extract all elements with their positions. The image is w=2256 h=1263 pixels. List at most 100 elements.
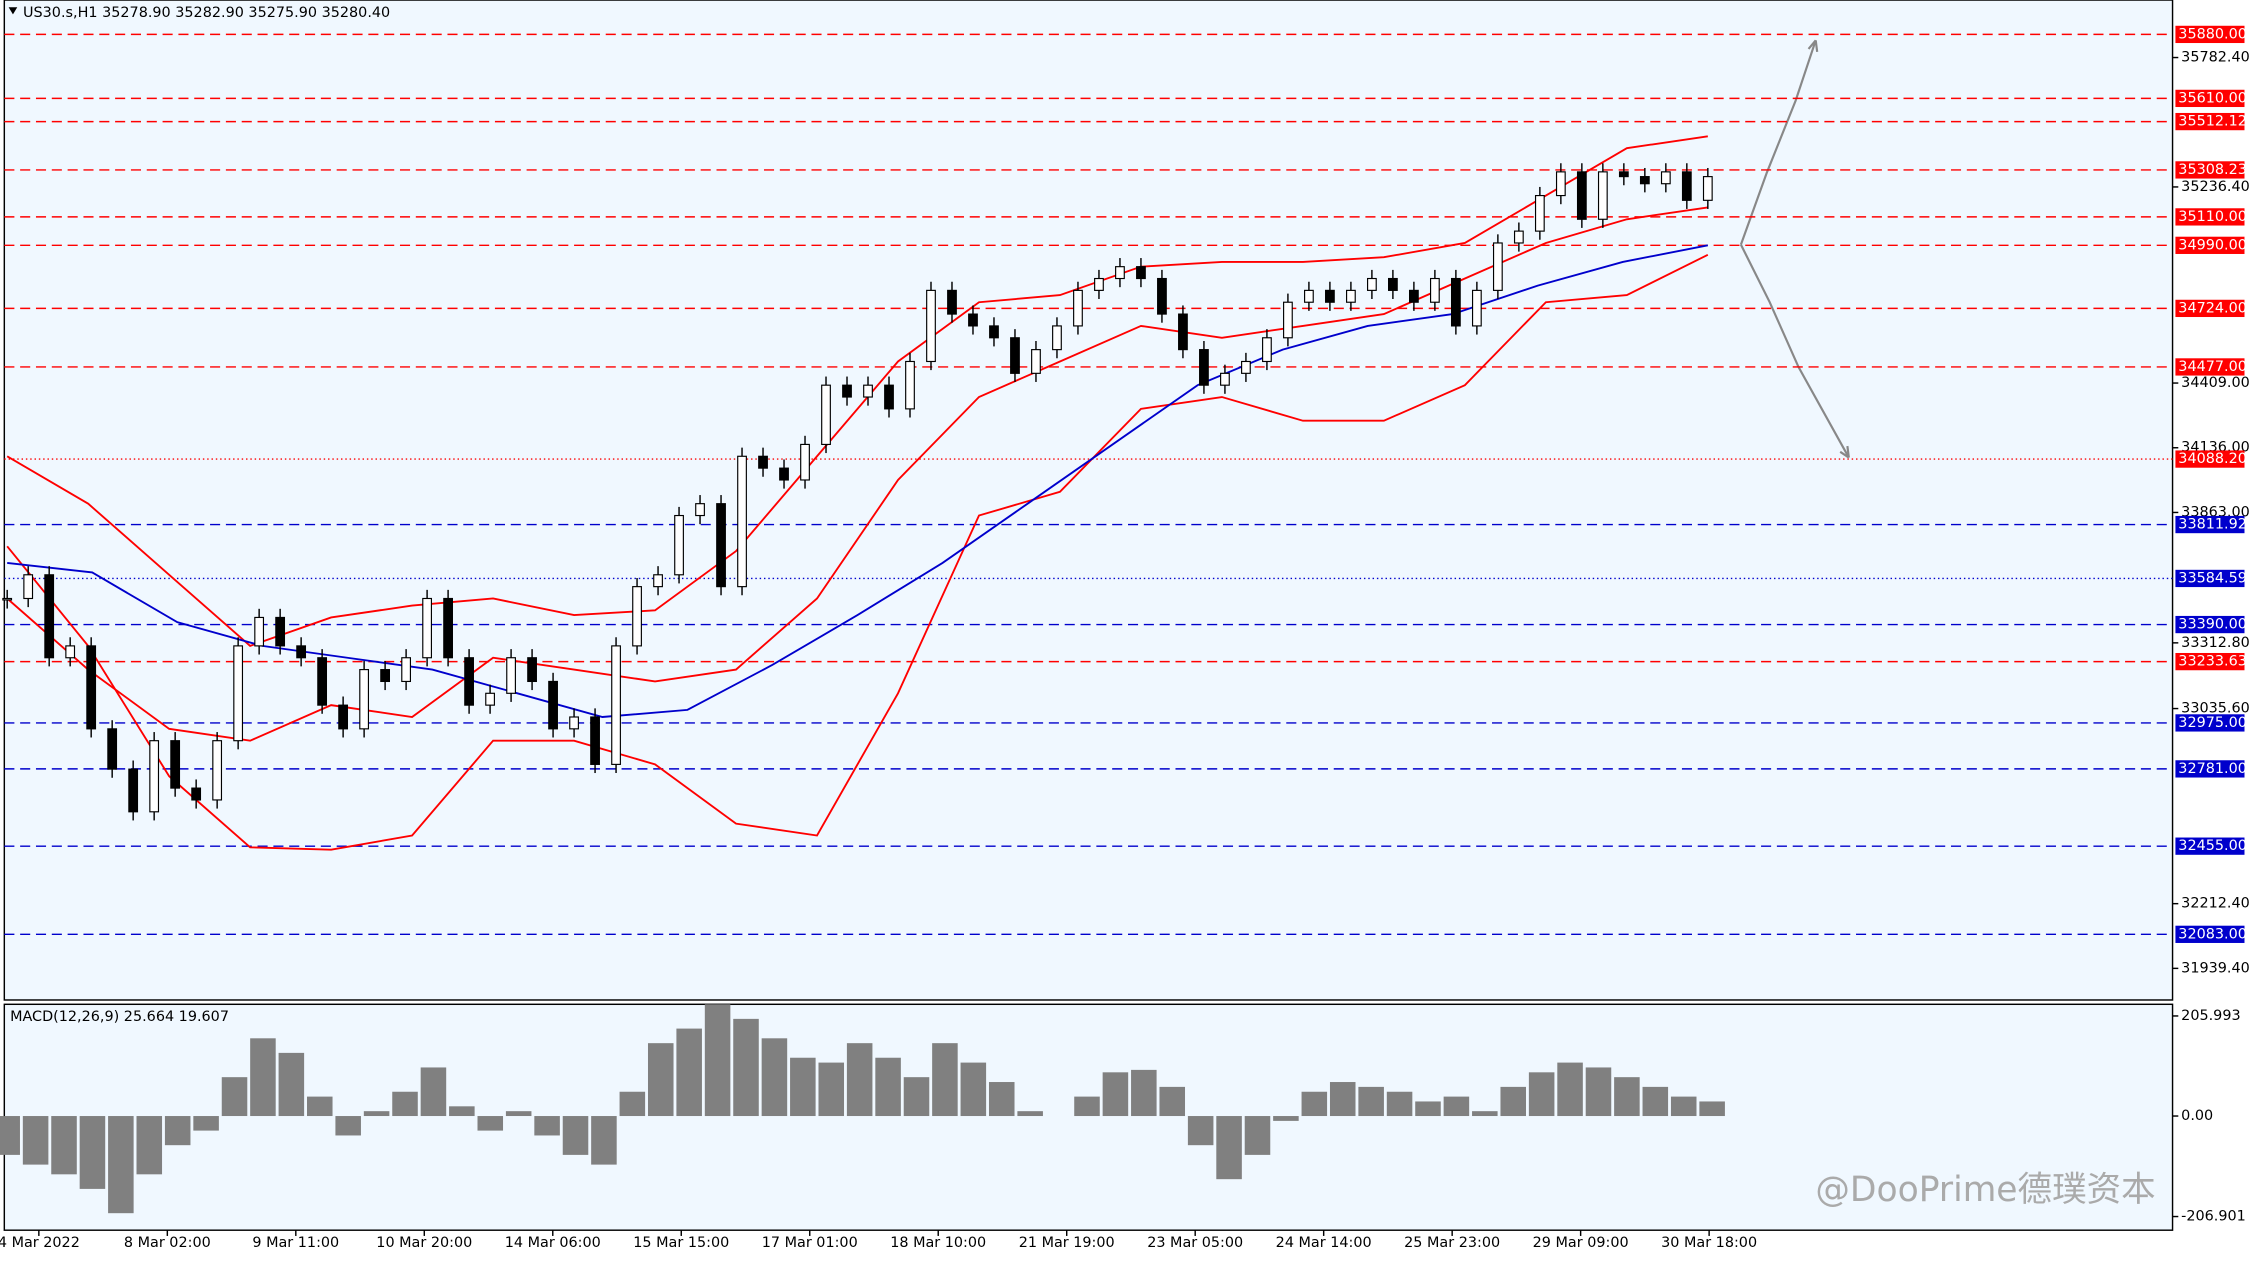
candle-body bbox=[821, 384, 831, 446]
macd-bar bbox=[1187, 1116, 1214, 1146]
level-label-box bbox=[2175, 161, 2245, 179]
candle-body bbox=[1576, 171, 1587, 220]
y-tick-label: 32212.40 bbox=[2181, 896, 2250, 912]
x-tick-label: 23 Mar 05:00 bbox=[1147, 1235, 1243, 1251]
macd-bar bbox=[647, 1043, 674, 1117]
candle-body bbox=[1702, 176, 1713, 201]
macd-tick-label: 205.993 bbox=[2181, 1008, 2240, 1024]
candle-body bbox=[1429, 277, 1440, 303]
main-panel bbox=[3, 0, 2174, 1001]
level-label: 33811.92 bbox=[2178, 517, 2247, 533]
candle-body bbox=[212, 740, 223, 801]
level-label-box bbox=[2175, 299, 2245, 318]
level-label-box bbox=[2175, 615, 2245, 634]
arrow-heads bbox=[1807, 39, 1850, 459]
candle-body bbox=[1388, 277, 1398, 291]
candle-body bbox=[485, 692, 495, 706]
y-tick-label: 35236.40 bbox=[2181, 179, 2250, 195]
arrow-up bbox=[1739, 39, 1817, 245]
level-label-box bbox=[2175, 714, 2245, 732]
candle-body bbox=[149, 740, 160, 813]
candle-body bbox=[737, 455, 747, 588]
x-tick-label: 24 Mar 14:00 bbox=[1276, 1235, 1372, 1251]
x-tick-label: 30 Mar 18:00 bbox=[1661, 1235, 1757, 1251]
candle-body bbox=[1492, 242, 1503, 291]
macd-bar bbox=[1244, 1116, 1271, 1155]
candle-body bbox=[1513, 230, 1524, 244]
level-label-box bbox=[2175, 760, 2245, 778]
x-tick-label: 21 Mar 19:00 bbox=[1019, 1235, 1115, 1251]
x-tick-label: 4 Mar 2022 bbox=[0, 1235, 80, 1251]
candle-body bbox=[1094, 277, 1104, 291]
macd-bar bbox=[1358, 1086, 1384, 1117]
macd-bar bbox=[1074, 1096, 1100, 1117]
level-label: 35110.00 bbox=[2178, 209, 2247, 225]
indicator-line bbox=[6, 253, 1709, 851]
macd-bar bbox=[676, 1028, 702, 1117]
indicator-line bbox=[6, 135, 1708, 647]
candle-body bbox=[1178, 313, 1188, 351]
level-label-box bbox=[2175, 837, 2245, 855]
macd-bar bbox=[1472, 1111, 1498, 1117]
level-label: 34477.00 bbox=[2178, 359, 2247, 375]
level-label-box bbox=[2175, 358, 2245, 376]
level-label: 33584.59 bbox=[2178, 570, 2247, 586]
candle-body bbox=[779, 467, 789, 481]
watermark: @DooPrime德璞资本 bbox=[1815, 1170, 2155, 1210]
macd-bar bbox=[306, 1096, 333, 1117]
candle-body bbox=[1157, 277, 1167, 315]
arrow-down bbox=[1739, 244, 1850, 459]
level-label-box bbox=[2175, 236, 2245, 254]
candle-body bbox=[1681, 171, 1692, 201]
candle-body bbox=[1367, 277, 1377, 291]
y-tick-label: 34409.00 bbox=[2181, 375, 2250, 391]
candle-body bbox=[905, 360, 915, 410]
macd-bar bbox=[1415, 1101, 1441, 1117]
candle-body bbox=[380, 669, 391, 683]
candle-body bbox=[716, 503, 726, 588]
candle-body bbox=[1115, 266, 1125, 280]
macd-bar bbox=[1301, 1091, 1328, 1117]
macd-bar bbox=[1102, 1072, 1129, 1117]
candle-body bbox=[863, 384, 873, 398]
macd-bar bbox=[1642, 1086, 1669, 1117]
macd-bar bbox=[790, 1057, 816, 1117]
candle-body bbox=[191, 787, 202, 801]
candle-body bbox=[1031, 349, 1041, 374]
macd-bar bbox=[477, 1116, 504, 1131]
candle-body bbox=[1555, 171, 1566, 197]
candle-body bbox=[800, 443, 810, 481]
candle-body bbox=[569, 716, 579, 730]
level-label: 34724.00 bbox=[2178, 300, 2247, 316]
candle-body bbox=[401, 657, 411, 683]
collapse-icon[interactable] bbox=[8, 7, 18, 15]
candle-body bbox=[1304, 289, 1314, 303]
x-tick-label: 18 Mar 10:00 bbox=[890, 1235, 986, 1251]
candle-body bbox=[989, 325, 999, 339]
candle-body bbox=[275, 616, 286, 647]
level-label: 32781.00 bbox=[2178, 761, 2247, 777]
level-label: 35610.00 bbox=[2178, 90, 2247, 106]
macd-bar bbox=[988, 1082, 1015, 1117]
candle-body bbox=[65, 645, 76, 659]
macd-bar bbox=[1017, 1111, 1043, 1117]
macd-tick-label: 0.00 bbox=[2181, 1108, 2213, 1124]
candle-body bbox=[653, 574, 663, 588]
macd-bar bbox=[221, 1077, 248, 1117]
level-label: 35880.00 bbox=[2178, 26, 2247, 42]
candle-body bbox=[1660, 171, 1671, 185]
y-tick-label: 31939.40 bbox=[2181, 960, 2250, 976]
macd-bar bbox=[704, 1004, 731, 1117]
y-tick-label: 33312.80 bbox=[2181, 635, 2250, 651]
candle-body bbox=[611, 645, 621, 765]
candle-body bbox=[758, 455, 768, 469]
macd-bar bbox=[1443, 1096, 1470, 1117]
level-label-box bbox=[2175, 89, 2245, 108]
macd-bar bbox=[335, 1116, 361, 1136]
candle-body bbox=[1052, 325, 1062, 351]
x-tick-label: 10 Mar 20:00 bbox=[376, 1235, 472, 1251]
candle-body bbox=[1618, 171, 1629, 178]
candle-body bbox=[1220, 372, 1230, 386]
macd-bar bbox=[250, 1038, 276, 1117]
level-label-box bbox=[2175, 25, 2245, 44]
